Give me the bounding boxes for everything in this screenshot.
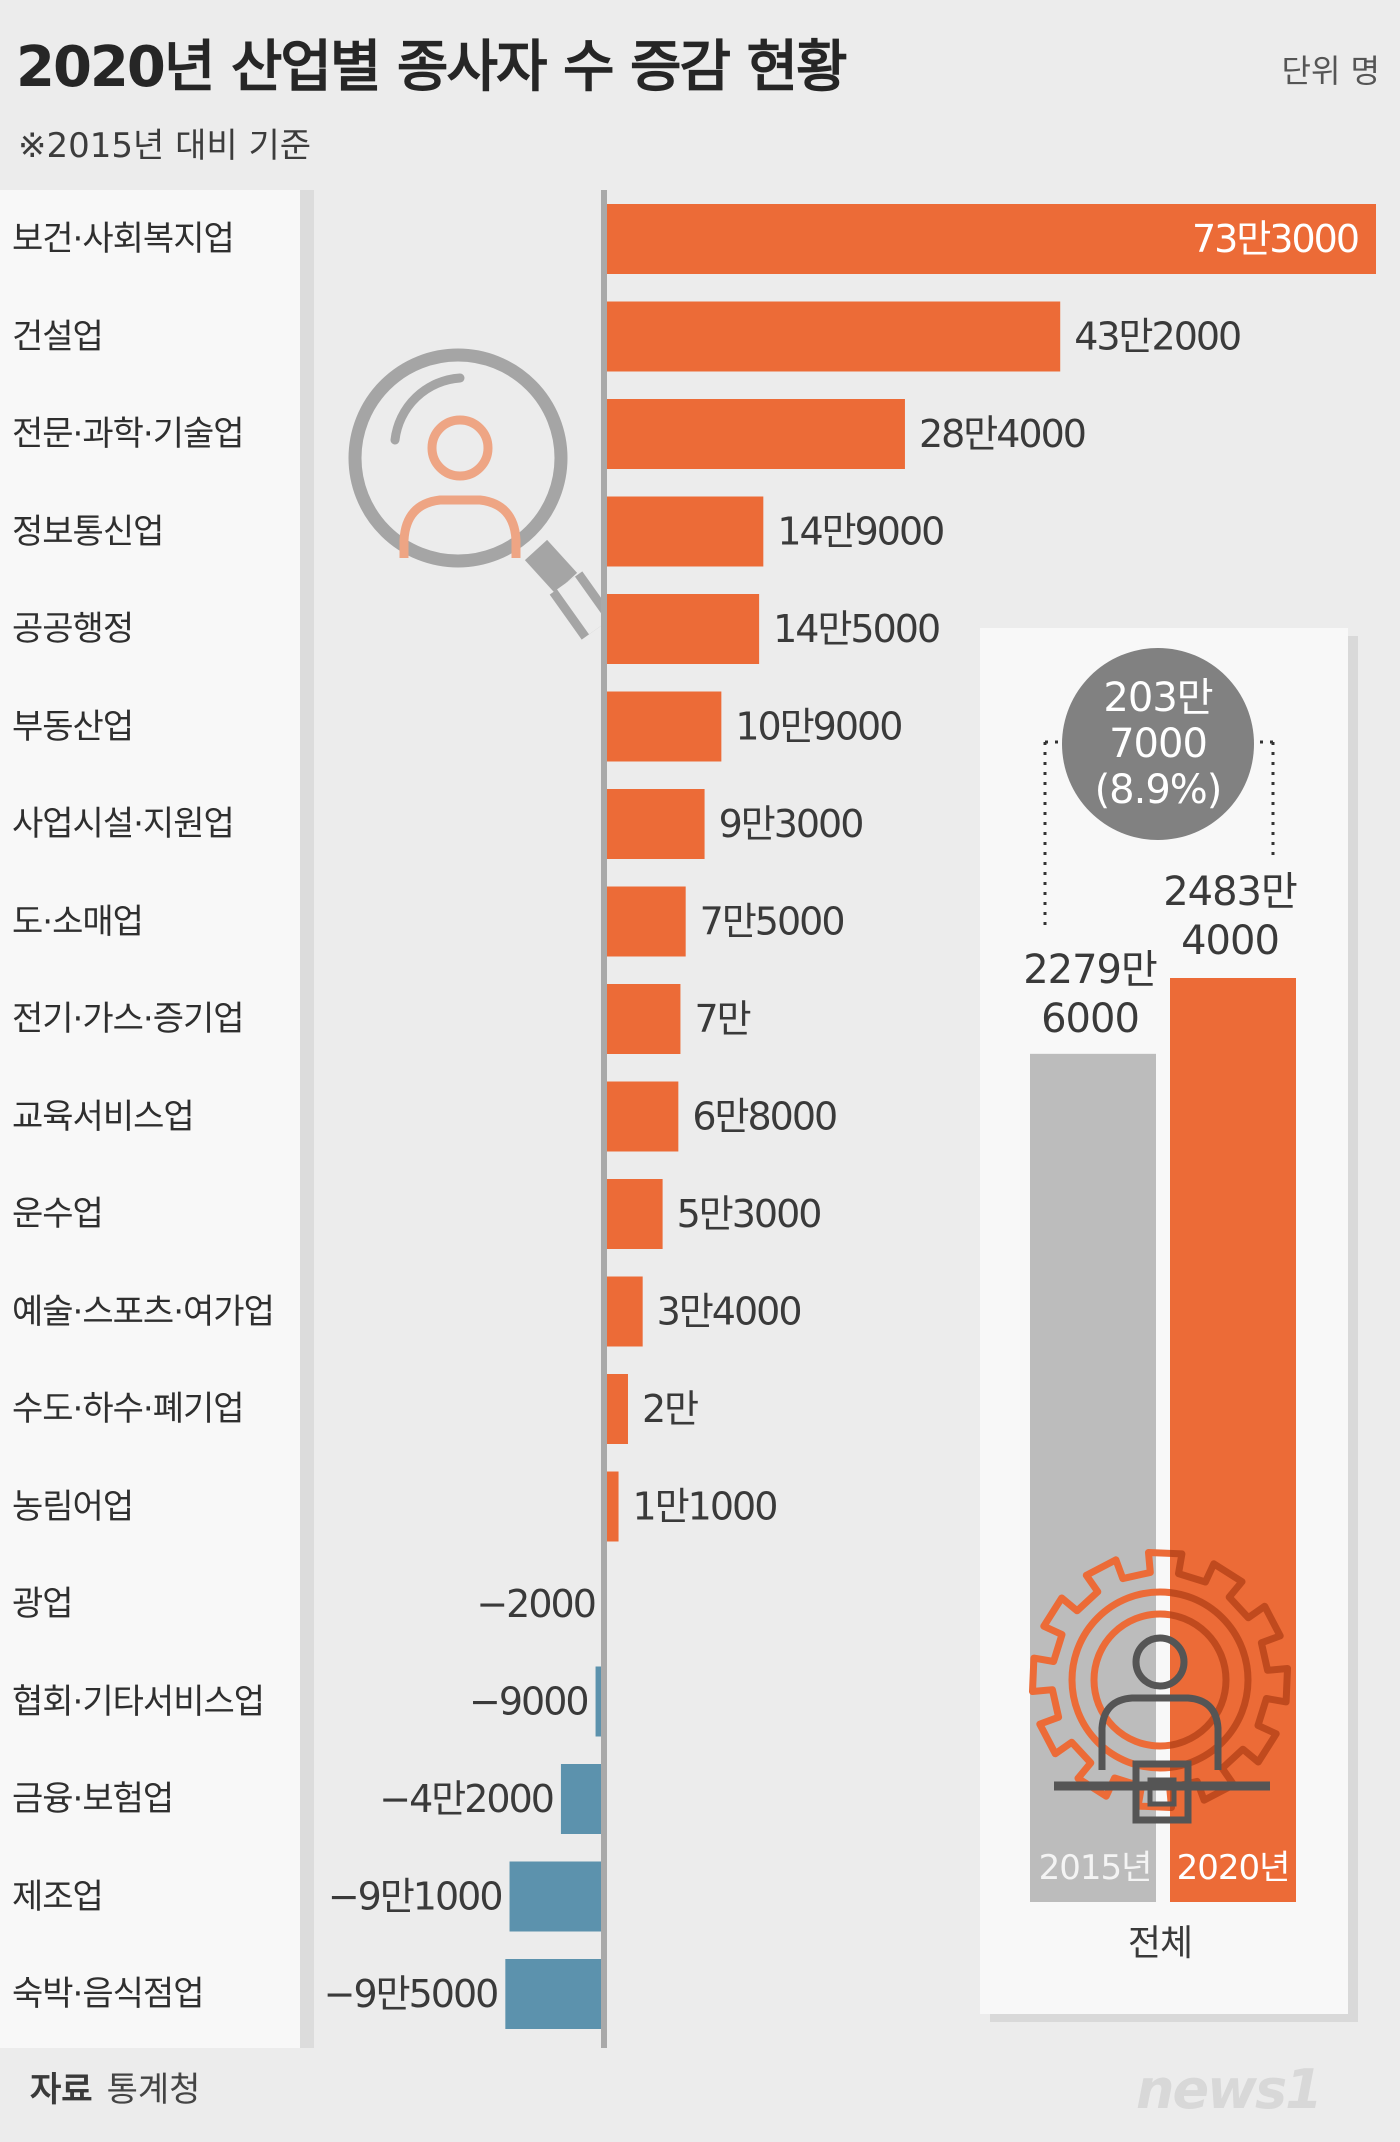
ring-outer	[1170, 1589, 1252, 1771]
source-label: 자료	[30, 2070, 93, 2110]
category-label-panel	[0, 190, 300, 2048]
category-label: 금융·보험업	[12, 1779, 174, 1819]
bar	[607, 496, 764, 567]
page-title: 2020년 산업별 종사자 수 증감 현황	[16, 35, 848, 100]
category-label: 건설업	[12, 316, 104, 357]
total-caption: 전체	[1127, 1923, 1193, 1964]
bar	[607, 984, 681, 1054]
difference-percent: (8.9%)	[1094, 767, 1223, 813]
difference-badge: 203만 7000 (8.9%)	[1062, 648, 1254, 840]
laptop-screen	[1170, 1777, 1177, 1807]
bar-2020	[1170, 978, 1296, 1902]
total-2015-value: 2279만 6000	[1020, 946, 1160, 1044]
bar	[505, 1959, 605, 2029]
category-label: 숙박·음식점업	[12, 1974, 204, 2014]
bar	[607, 1179, 663, 1249]
ring-outer	[1068, 1588, 1170, 1772]
category-label: 부동산업	[12, 706, 134, 747]
category-label: 협회·기타서비스업	[12, 1681, 265, 1722]
ring-inner	[1090, 1610, 1170, 1750]
bar	[607, 1276, 643, 1347]
category-label: 광업	[12, 1584, 74, 1624]
category-label: 예술·스포츠·여가업	[12, 1291, 275, 1332]
total-2020-value-line1: 2483만	[1163, 869, 1298, 915]
bar	[607, 204, 1376, 274]
laptop-screen	[1147, 1777, 1170, 1807]
bar-value-label: 73만3000	[1192, 217, 1358, 261]
laptop	[1132, 1760, 1170, 1824]
gear-outline	[1029, 1549, 1170, 1811]
bar-value-label: 1만1000	[633, 1485, 777, 1529]
source-note: 자료 통계청	[30, 2062, 200, 2111]
bar-value-label: 7만	[694, 997, 750, 1041]
difference-value-line1: 203만	[1103, 675, 1213, 721]
bar-value-label: 5만3000	[677, 1192, 821, 1236]
category-label: 도·소매업	[12, 901, 144, 942]
bar-value-label: −4만2000	[379, 1777, 553, 1821]
category-label: 정보통신업	[12, 511, 164, 552]
bar	[607, 301, 1061, 372]
total-2015-value-line2: 6000	[1041, 995, 1140, 1042]
category-label: 전문·과학·기술업	[12, 414, 245, 454]
worker-gear-icon	[1029, 1549, 1170, 1824]
bar	[607, 1374, 628, 1444]
baseline-note: ※2015년 대비 기준	[18, 126, 312, 166]
bar	[509, 1861, 605, 1932]
bar-value-label: −9만5000	[324, 1972, 498, 2016]
bar-value-label: 6만8000	[692, 1095, 836, 1139]
worker-gear-icon-right	[1170, 1549, 1291, 1824]
bar	[607, 399, 905, 469]
bar-value-label: 14만5000	[773, 607, 939, 651]
bar	[607, 1471, 619, 1542]
category-label: 교육서비스업	[12, 1096, 195, 1137]
bar	[595, 1666, 605, 1737]
bar	[560, 1764, 605, 1834]
category-label: 제조업	[12, 1876, 104, 1917]
logo-wordmark: news1	[1136, 2058, 1321, 2121]
year-2020-label: 2020년	[1176, 1848, 1291, 1888]
category-label: 보건·사회복지업	[12, 219, 235, 259]
bar-value-label: 3만4000	[657, 1290, 801, 1334]
total-2020-value-line2: 4000	[1181, 917, 1280, 964]
category-label: 전기·가스·증기업	[12, 999, 245, 1039]
bar-value-label: −9만1000	[328, 1875, 502, 1919]
bar-value-label: −9000	[469, 1680, 588, 1724]
bar-value-label: −2000	[476, 1582, 595, 1626]
category-label: 공공행정	[12, 609, 134, 649]
category-label: 사업시설·지원업	[12, 804, 235, 844]
magnifier-person-icon	[348, 348, 615, 640]
bar	[607, 886, 686, 957]
bar	[607, 594, 760, 664]
laptop	[1170, 1760, 1192, 1824]
total-2020-value: 2483만 4000	[1160, 868, 1300, 966]
worker-head	[1132, 1634, 1170, 1690]
bar-value-label: 10만9000	[735, 705, 901, 749]
news1-logo: news1	[1136, 2058, 1323, 2121]
bar	[607, 691, 722, 762]
category-label: 운수업	[12, 1194, 104, 1234]
category-label: 수도·하수·폐기업	[12, 1389, 245, 1429]
ring-inner	[1170, 1611, 1230, 1749]
bar-value-label: 7만5000	[700, 900, 844, 944]
total-2015-value-line1: 2279만	[1023, 947, 1158, 993]
category-label: 농림어업	[12, 1486, 134, 1527]
source-value: 통계청	[106, 2070, 201, 2110]
bar-value-label: 9만3000	[719, 802, 863, 846]
bar	[607, 789, 705, 859]
category-panel-shadow	[300, 190, 314, 2048]
bar	[607, 1081, 679, 1152]
bar-value-label: 43만2000	[1074, 315, 1240, 359]
bar-value-label: 14만9000	[777, 510, 943, 554]
difference-value-line2: 7000	[1109, 721, 1208, 767]
unit-label: 단위 명	[1281, 52, 1381, 90]
worker-body	[1098, 1694, 1170, 1770]
bar-value-label: 28만4000	[919, 412, 1085, 456]
year-2015-label: 2015년	[1038, 1848, 1153, 1888]
worker-body	[1170, 1694, 1222, 1770]
worker-head	[1170, 1636, 1188, 1688]
bar-value-label: 2만	[642, 1387, 698, 1431]
